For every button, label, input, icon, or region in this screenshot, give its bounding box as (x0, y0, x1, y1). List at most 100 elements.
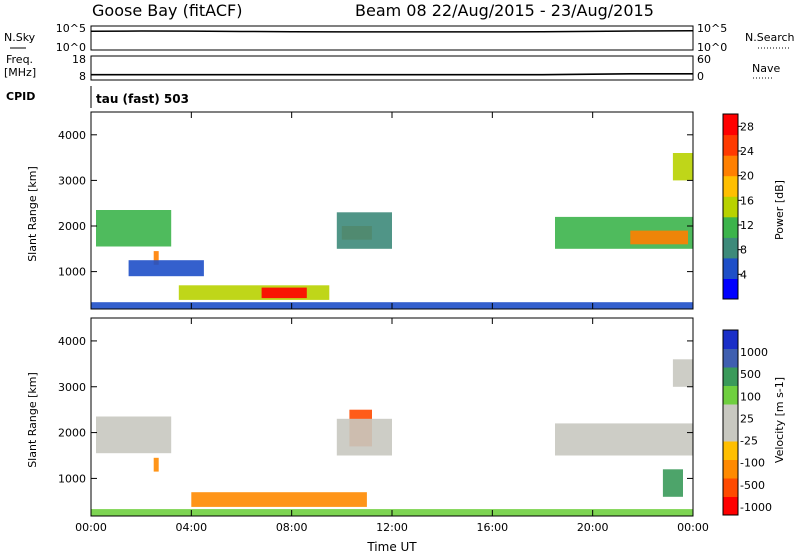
power-colorbar-tick-label: 24 (740, 145, 754, 158)
power-x-ticks (90, 112, 694, 309)
velocity-xtick-label: 12:00 (376, 521, 408, 534)
power-region (336, 212, 392, 249)
freq-left-tick-top: 18 (72, 53, 86, 66)
power-colorbar-swatch (723, 257, 738, 279)
power-region (153, 251, 159, 265)
noise-frame (90, 25, 694, 51)
power-region (630, 230, 688, 245)
power-colorbar-swatch (723, 237, 738, 259)
noise-panel: N.Sky 10^5 10^0 10^5 10^0 N.Search (4, 22, 795, 54)
velocity-colorbar-tick-label: 500 (740, 368, 761, 381)
velocity-ylabel: Slant Range [km] (26, 372, 39, 468)
power-ytick-label: 1000 (58, 266, 86, 279)
freq-left-tick-bottom: 8 (79, 70, 86, 83)
velocity-xtick-label: 20:00 (577, 521, 609, 534)
velocity-colorbar-swatch (723, 496, 738, 516)
velocity-colorbar-frame (722, 329, 739, 516)
power-background (91, 112, 693, 309)
noise-left-label: N.Sky (4, 31, 36, 44)
velocity-panel: 1000 2000 3000 4000 00:00 04:00 08:00 12:00 16:… (26, 317, 709, 554)
velocity-colorbar-swatch (723, 459, 738, 479)
velocity-colorbar-swatch (723, 385, 738, 405)
velocity-colorbar-ticks: 1000 500 100 25 -25 -100 -500 -1000 (740, 346, 772, 514)
cpid-text: tau (fast) 503 (96, 92, 189, 106)
velocity-colorbar: 1000 500 100 25 -25 -100 -500 -1000 Velocity [m… (722, 329, 786, 516)
beam-date-title: Beam 08 22/Aug/2015 - 23/Aug/2015 (355, 1, 654, 20)
velocity-colorbar-swatches (723, 330, 738, 516)
power-colorbar-swatch (723, 196, 738, 218)
power-colorbar-ticks: 28 24 20 16 12 8 4 (738, 120, 754, 281)
velocity-colorbar-swatch (723, 422, 738, 442)
nave-label: Nave (752, 62, 780, 75)
velocity-region (672, 359, 693, 387)
velocity-colorbar-swatch (723, 404, 738, 423)
power-colorbar-swatch (723, 134, 738, 156)
power-colorbar-swatch (723, 278, 738, 300)
velocity-region (662, 469, 683, 497)
power-colorbar-tick-label: 28 (740, 120, 754, 133)
velocity-region (336, 418, 392, 456)
power-region (261, 287, 307, 299)
power-colorbar-tick-label: 8 (740, 244, 747, 257)
velocity-ytick-label: 2000 (58, 427, 86, 440)
velocity-y-ticks: 1000 2000 3000 4000 (58, 335, 693, 485)
power-region (96, 210, 172, 247)
velocity-background (91, 318, 693, 516)
velocity-region (191, 492, 367, 507)
noise-right-tick-top: 10^5 (697, 22, 727, 35)
power-ylabel: Slant Range [km] (26, 166, 39, 262)
freq-unit-label: [MHz] (4, 66, 36, 79)
velocity-colorbar-tick-label: -100 (740, 457, 765, 470)
velocity-colorbar-tick-label: 100 (740, 390, 761, 403)
velocity-ytick-label: 1000 (58, 472, 86, 485)
power-colorbar-swatch (723, 216, 738, 238)
velocity-xtick-label: 00:00 (75, 521, 107, 534)
velocity-region (153, 457, 159, 472)
freq-frame (90, 55, 694, 81)
velocity-xtick-label: 08:00 (276, 521, 308, 534)
noise-left-tick-top: 10^5 (56, 22, 86, 35)
cpid-label: CPID (6, 90, 35, 103)
velocity-x-ticks: 00:00 04:00 08:00 12:00 16:00 20:00 00:00 (75, 318, 709, 534)
velocity-region (96, 416, 172, 454)
cpid-panel: CPID tau (fast) 503 (6, 86, 189, 108)
power-colorbar-swatch (723, 114, 738, 136)
velocity-colorbar-label: Velocity [m s-1] (773, 377, 786, 463)
noise-right-label: N.Search (745, 31, 795, 44)
power-colorbar-frame (722, 113, 739, 300)
power-colorbar-label: Power [dB] (773, 180, 786, 240)
power-y-ticks: 1000 2000 3000 4000 (58, 129, 693, 279)
freq-right-tick-bottom: 0 (697, 70, 704, 83)
velocity-colorbar-tick-label: -1000 (740, 501, 772, 514)
velocity-region (555, 423, 693, 456)
velocity-colorbar-tick-label: 1000 (740, 346, 768, 359)
power-colorbar-tick-label: 4 (740, 268, 747, 281)
velocity-colorbar-swatch (723, 367, 738, 386)
power-ytick-label: 4000 (58, 129, 86, 142)
velocity-colorbar-tick-label: -500 (740, 479, 765, 492)
power-region (128, 260, 204, 277)
freq-series (91, 73, 693, 76)
velocity-ytick-label: 4000 (58, 335, 86, 348)
velocity-xtick-label: 16:00 (476, 521, 508, 534)
power-colorbar-swatch (723, 175, 738, 197)
power-colorbar-swatch (723, 155, 738, 177)
power-region (672, 153, 693, 181)
velocity-colorbar-tick-label: 25 (740, 412, 754, 425)
freq-label: Freq. (6, 53, 33, 66)
freq-right-tick-top: 60 (697, 53, 711, 66)
power-colorbar-tick-label: 12 (740, 219, 754, 232)
velocity-xtick-label: 00:00 (677, 521, 709, 534)
site-title: Goose Bay (fitACF) (92, 1, 242, 20)
velocity-colorbar-swatch (723, 330, 738, 349)
noise-sky-series (90, 30, 694, 33)
velocity-colorbar-swatch (723, 441, 738, 460)
power-colorbar: 28 24 20 16 12 8 4 Power [dB] (722, 113, 786, 300)
velocity-colorbar-swatch (723, 478, 738, 497)
noise-left-tick-bottom: 10^0 (56, 41, 86, 54)
freq-panel: Freq. [MHz] 18 8 60 0 Nave (4, 53, 780, 83)
velocity-ytick-label: 3000 (58, 381, 86, 394)
power-colorbar-swatches (723, 114, 738, 300)
time-axis-label: Time UT (366, 540, 417, 554)
